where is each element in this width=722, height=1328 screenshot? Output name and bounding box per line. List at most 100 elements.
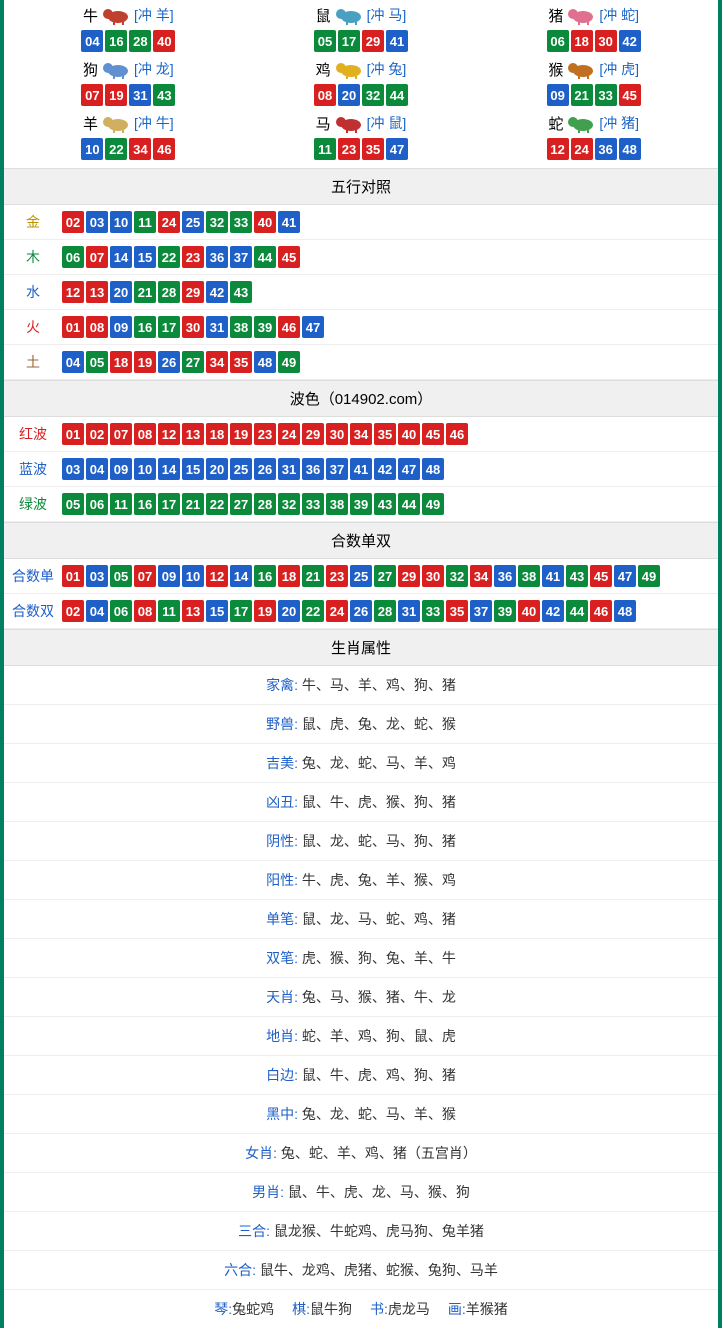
number-ball: 22 xyxy=(302,600,324,622)
zodiac-name: 鸡 xyxy=(316,59,331,80)
number-ball: 06 xyxy=(62,246,84,268)
number-ball: 40 xyxy=(398,423,420,445)
bottom-item-value: 兔蛇鸡 xyxy=(232,1301,274,1317)
number-ball: 28 xyxy=(254,493,276,515)
zodiac-cell: 牛[冲 羊]04162840 xyxy=(12,4,245,52)
number-ball: 04 xyxy=(86,458,108,480)
attr-label: 女肖: xyxy=(245,1145,281,1161)
number-ball: 24 xyxy=(278,423,300,445)
shengxiao-bottom-row: 琴:兔蛇鸡棋:鼠牛狗书:虎龙马画:羊猴猪 xyxy=(4,1290,718,1328)
label-row: 土04051819262734354849 xyxy=(4,345,718,380)
number-ball: 36 xyxy=(206,246,228,268)
heshu-rows: 合数单0103050709101214161821232527293032343… xyxy=(4,559,718,629)
number-ball: 43 xyxy=(230,281,252,303)
zodiac-icon xyxy=(100,112,132,134)
zodiac-chong: [冲 马] xyxy=(367,5,407,25)
attr-value: 鼠、虎、兔、龙、蛇、猴 xyxy=(302,716,456,732)
number-ball: 34 xyxy=(470,565,492,587)
shengxiao-header: 生肖属性 xyxy=(4,629,718,666)
number-ball: 22 xyxy=(158,246,180,268)
balls-line: 06071415222336374445 xyxy=(62,246,300,268)
number-ball: 09 xyxy=(547,84,569,106)
number-ball: 01 xyxy=(62,316,84,338)
number-ball: 27 xyxy=(374,565,396,587)
bose-header: 波色（014902.com） xyxy=(4,380,718,417)
attr-row: 阳性: 牛、虎、兔、羊、猴、鸡 xyxy=(4,861,718,900)
label-row: 水1213202128294243 xyxy=(4,275,718,310)
attr-value: 兔、龙、蛇、马、羊、鸡 xyxy=(302,755,456,771)
zodiac-balls: 04162840 xyxy=(12,30,245,52)
number-ball: 06 xyxy=(547,30,569,52)
attr-row: 黑中: 兔、龙、蛇、马、羊、猴 xyxy=(4,1095,718,1134)
attr-label: 家禽: xyxy=(266,677,302,693)
number-ball: 21 xyxy=(571,84,593,106)
number-ball: 28 xyxy=(158,281,180,303)
attr-label: 地肖: xyxy=(266,1028,302,1044)
number-ball: 42 xyxy=(542,600,564,622)
number-ball: 15 xyxy=(206,600,228,622)
balls-line: 05061116172122272832333839434449 xyxy=(62,493,444,515)
bottom-item-label: 书: xyxy=(370,1301,388,1317)
zodiac-chong: [冲 虎] xyxy=(599,59,639,79)
row-label: 金 xyxy=(12,212,54,232)
number-ball: 43 xyxy=(374,493,396,515)
number-ball: 05 xyxy=(86,351,108,373)
number-ball: 02 xyxy=(62,211,84,233)
number-ball: 45 xyxy=(422,423,444,445)
number-ball: 29 xyxy=(182,281,204,303)
attr-value: 虎、猴、狗、兔、羊、牛 xyxy=(302,950,456,966)
number-ball: 08 xyxy=(134,600,156,622)
zodiac-icon xyxy=(565,58,597,80)
number-ball: 03 xyxy=(86,211,108,233)
bottom-item-label: 琴: xyxy=(214,1301,232,1317)
number-ball: 06 xyxy=(110,600,132,622)
attr-value: 鼠、牛、虎、猴、狗、猪 xyxy=(302,794,456,810)
zodiac-header: 猴[冲 虎] xyxy=(477,58,710,80)
number-ball: 36 xyxy=(302,458,324,480)
number-ball: 32 xyxy=(446,565,468,587)
number-ball: 40 xyxy=(153,30,175,52)
number-ball: 24 xyxy=(326,600,348,622)
number-ball: 08 xyxy=(134,423,156,445)
number-ball: 33 xyxy=(302,493,324,515)
zodiac-icon xyxy=(333,4,365,26)
zodiac-cell: 蛇[冲 猪]12243648 xyxy=(477,112,710,160)
zodiac-balls: 05172941 xyxy=(245,30,478,52)
number-ball: 34 xyxy=(206,351,228,373)
number-ball: 06 xyxy=(86,493,108,515)
balls-line: 0204060811131517192022242628313335373940… xyxy=(62,600,636,622)
shengxiao-rows: 家禽: 牛、马、羊、鸡、狗、猪野兽: 鼠、虎、兔、龙、蛇、猴吉美: 兔、龙、蛇、… xyxy=(4,666,718,1290)
zodiac-cell: 鸡[冲 兔]08203244 xyxy=(245,58,478,106)
number-ball: 23 xyxy=(338,138,360,160)
row-label: 木 xyxy=(12,247,54,267)
zodiac-cell: 猪[冲 蛇]06183042 xyxy=(477,4,710,52)
row-label: 红波 xyxy=(12,424,54,444)
number-ball: 10 xyxy=(81,138,103,160)
number-ball: 49 xyxy=(278,351,300,373)
zodiac-icon xyxy=(333,112,365,134)
number-ball: 43 xyxy=(566,565,588,587)
number-ball: 48 xyxy=(614,600,636,622)
zodiac-cell: 羊[冲 牛]10223446 xyxy=(12,112,245,160)
number-ball: 46 xyxy=(278,316,300,338)
attr-label: 六合: xyxy=(224,1262,260,1278)
number-ball: 18 xyxy=(278,565,300,587)
number-ball: 35 xyxy=(374,423,396,445)
attr-label: 白边: xyxy=(266,1067,302,1083)
attr-row: 阴性: 鼠、龙、蛇、马、狗、猪 xyxy=(4,822,718,861)
number-ball: 35 xyxy=(230,351,252,373)
number-ball: 08 xyxy=(86,316,108,338)
number-ball: 21 xyxy=(134,281,156,303)
number-ball: 32 xyxy=(278,493,300,515)
number-ball: 37 xyxy=(326,458,348,480)
number-ball: 41 xyxy=(542,565,564,587)
number-ball: 37 xyxy=(470,600,492,622)
number-ball: 28 xyxy=(129,30,151,52)
number-ball: 20 xyxy=(110,281,132,303)
number-ball: 10 xyxy=(182,565,204,587)
number-ball: 30 xyxy=(595,30,617,52)
number-ball: 26 xyxy=(158,351,180,373)
label-row: 合数双0204060811131517192022242628313335373… xyxy=(4,594,718,629)
bose-rows: 红波0102070812131819232429303435404546蓝波03… xyxy=(4,417,718,522)
number-ball: 39 xyxy=(494,600,516,622)
